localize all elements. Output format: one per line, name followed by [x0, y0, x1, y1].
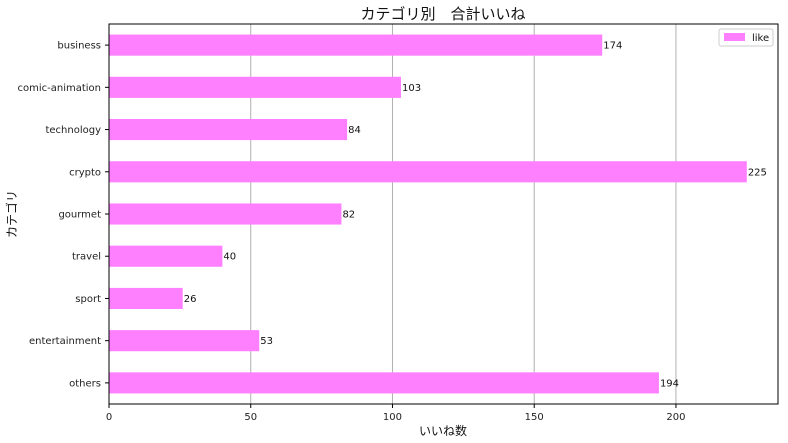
data-label: 82 — [342, 210, 355, 221]
bar-business — [109, 34, 603, 56]
y-tick-label: comic-animation — [17, 83, 101, 94]
bar-others — [109, 372, 659, 394]
y-axis-ticks: business comic-animation technology crypto g… — [17, 41, 109, 389]
data-label: 174 — [603, 41, 622, 52]
y-tick-label: crypto — [69, 167, 101, 178]
x-tick-label: 200 — [666, 412, 685, 423]
y-tick-label: others — [69, 378, 101, 389]
bar-crypto — [109, 161, 747, 183]
bar-travel — [109, 245, 223, 267]
bar-technology — [109, 119, 348, 141]
y-tick-label: technology — [45, 125, 101, 136]
x-tick-label: 150 — [525, 412, 544, 423]
x-tick-label: 50 — [244, 412, 257, 423]
legend: like — [718, 28, 774, 47]
bar-entertainment — [109, 330, 260, 352]
y-tick-label: business — [57, 41, 101, 52]
bar-sport — [109, 287, 183, 309]
chart-title: カテゴリ別 合計いいね — [360, 5, 525, 23]
bar-comic-animation — [109, 76, 401, 98]
y-tick-label: gourmet — [58, 210, 101, 221]
data-label: 194 — [660, 378, 679, 389]
data-label: 84 — [348, 125, 361, 136]
data-label: 53 — [260, 336, 273, 347]
legend-label: like — [752, 33, 769, 44]
bars — [109, 34, 747, 394]
data-labels: 174 103 84 225 82 40 26 53 194 — [184, 41, 767, 390]
legend-swatch — [724, 33, 745, 41]
data-label: 40 — [223, 252, 236, 263]
y-tick-label: sport — [75, 294, 101, 305]
bar-gourmet — [109, 203, 342, 225]
y-axis-label: カテゴリ — [4, 190, 19, 238]
data-label: 26 — [184, 294, 197, 305]
y-tick-label: travel — [72, 252, 101, 263]
x-tick-label: 0 — [106, 412, 112, 423]
data-label: 225 — [748, 167, 767, 178]
y-tick-label: entertainment — [29, 336, 101, 347]
x-tick-label: 100 — [383, 412, 402, 423]
x-axis-label: いいね数 — [419, 423, 467, 438]
data-label: 103 — [402, 83, 421, 94]
x-axis-ticks: 0 50 100 150 200 — [106, 404, 685, 423]
